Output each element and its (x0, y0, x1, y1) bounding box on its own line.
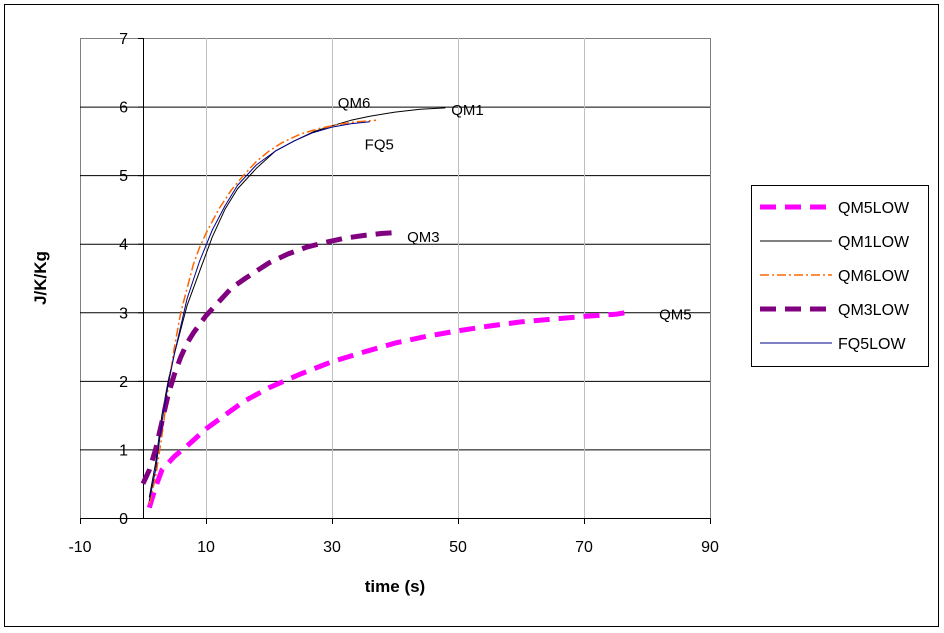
legend-label-fq5low: FQ5LOW (838, 336, 906, 353)
series-line-fq5low (148, 121, 370, 501)
series-line-qm3low (140, 230, 396, 485)
legend-label-qm5low: QM5LOW (838, 200, 910, 217)
x-tick-label: 70 (575, 539, 593, 556)
x-tick-label: 30 (323, 539, 341, 556)
x-tick-label: 10 (197, 539, 215, 556)
series-line-qm5low (146, 309, 629, 509)
legend-label-qm1low: QM1LOW (838, 234, 910, 251)
y-tick-label: 6 (119, 100, 128, 117)
annotation-qm5: QM5 (659, 306, 692, 323)
y-tick-label: 3 (119, 305, 128, 322)
annotation-qm1: QM1 (451, 102, 484, 119)
series-lines (140, 107, 629, 509)
x-tick-label: 90 (701, 539, 719, 556)
x-axis-title: time (s) (365, 577, 425, 596)
legend-label-qm6low: QM6LOW (838, 268, 910, 285)
legend (751, 185, 929, 367)
legend-label-qm3low: QM3LOW (838, 302, 910, 319)
y-tick-label: 1 (119, 442, 128, 459)
y-tick-label: 4 (119, 237, 128, 254)
gridlines (80, 38, 710, 518)
annotation-fq5: FQ5 (365, 136, 394, 153)
y-axis-title: J/K/Kg (31, 251, 50, 305)
axes: 0 1 2 3 4 5 6 7 -10 10 30 50 70 90 (68, 31, 719, 556)
annotation-qm3: QM3 (407, 229, 440, 246)
y-tick-label: 0 (119, 511, 128, 528)
annotation-qm6: QM6 (338, 95, 371, 112)
legend-entries: QM5LOW QM1LOW QM6LOW QM3LOW FQ5LOW (760, 200, 910, 353)
annotations: QM6 QM1 FQ5 QM3 QM5 (338, 95, 692, 323)
y-tick-label: 5 (119, 168, 128, 185)
x-tick-label: -10 (68, 539, 91, 556)
y-tick-label: 7 (119, 31, 128, 48)
plot-area (80, 38, 711, 519)
x-tick-label: 50 (449, 539, 467, 556)
series-line-qm1low (148, 107, 446, 498)
y-tick-label: 2 (119, 374, 128, 391)
